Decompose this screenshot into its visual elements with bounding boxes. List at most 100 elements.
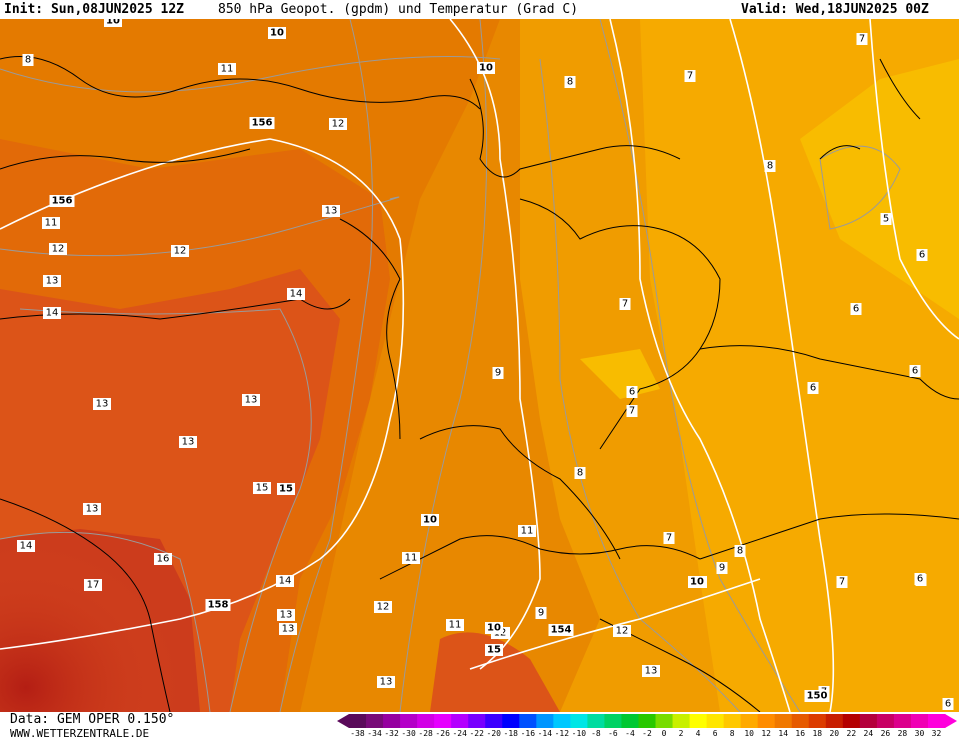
color-scale-swatch [808,714,827,728]
color-scale-swatch [417,714,435,728]
geopotential-value-label-text: 10 [487,623,501,634]
isotherm-value-label-text: 12 [377,602,390,613]
website-label: WWW.WETTERZENTRALE.DE [10,727,150,740]
color-scale-tick-label: 32 [931,729,942,738]
geopotential-value-label: 10 [477,62,495,74]
isotherm-value-label-text: 11 [45,218,58,229]
color-scale-tick-label: -32 [384,729,399,738]
geopotential-value-label: 10 [688,576,706,588]
isotherm-value-label-text: 13 [380,677,393,688]
geopotential-value-label-text: 10 [690,577,704,588]
isotherm-value-label: 12 [374,601,392,613]
isotherm-value-label-text: 14 [20,541,33,552]
isotherm-value-label-text: 9 [719,563,725,574]
isotherm-value-label-text: 12 [616,626,629,637]
color-scale-tick-label: -8 [591,729,601,738]
color-scale-swatch [536,714,554,728]
color-scale-swatch [570,714,588,728]
isotherm-value-label: 12 [613,625,631,637]
isotherm-value-label: 6 [807,382,819,394]
isotherms [0,19,901,712]
color-scale-swatch [927,714,946,728]
color-scale-tick-label: 6 [712,729,718,738]
isotherm-value-label: 11 [42,217,60,229]
geopotential-value-label-text: 10 [423,515,437,526]
isotherm-value-label: 14 [17,540,35,552]
color-scale-swatch [604,714,622,728]
color-scale-tick-label: -22 [469,729,484,738]
color-scale-tick-label: -20 [486,729,501,738]
map-canvas: 8 11 12 13 12 11 12 13 14 14 13 13 13 13 14 15 16 17 14 13 1… [0,19,959,712]
isotherm-value-label: 6 [916,249,928,261]
color-scale-swatch [451,714,469,728]
isotherm-value-label: 13 [93,398,111,410]
color-scale-swatch [859,714,878,728]
color-scale-swatch [366,714,384,728]
isotherm-value-label: 11 [518,525,536,537]
color-scale-tick-label: 10 [744,729,754,738]
color-scale-swatch [791,714,810,728]
isotherm-value-label-text: 13 [96,399,109,410]
color-scale-tick-label: 26 [880,729,891,738]
color-scale-tick-label: 14 [778,729,789,738]
color-scale-arrow-high [945,714,957,728]
color-scale-tick-label: -24 [452,729,467,738]
isotherm-value-label: 8 [22,54,34,66]
isotherm-value-label: 13 [179,436,197,448]
isotherm-value-label: 13 [279,623,297,635]
color-scale-swatch [587,714,605,728]
isotherm-value-label: 13 [277,609,295,621]
chart-header: Init: Sun,08JUN2025 12Z 850 hPa Geopot. … [0,0,959,19]
isotherm-value-label-text: 7 [687,71,693,82]
color-scale-tick-label: 8 [729,729,735,738]
color-scale-swatch [400,714,418,728]
color-scale-swatch [672,714,691,728]
isotherm-value-label: 6 [850,303,862,315]
geopotential-value-label: 154 [548,624,574,636]
isotherm-value-label: 9 [716,562,728,574]
geopotential-value-label: 156 [49,195,75,207]
isotherm-value-label: 8 [574,467,586,479]
isotherm-value-label: 6 [909,365,921,377]
isotherm-value-label: 13 [83,503,101,515]
geopotential-value-label-text: 15 [487,645,501,656]
color-scale-swatch [706,714,725,728]
isotherm-value-label-text: 7 [859,34,865,45]
isotherm-value-label: 13 [642,665,660,677]
isotherm-value-label: 13 [377,676,395,688]
geopotential-value-label-text: 10 [270,28,284,39]
isotherm-value-label-text: 8 [737,546,743,557]
isotherm-value-label-text: 12 [332,119,345,130]
isotherm-value-label: 15 [253,482,271,494]
temp-band-alps [430,632,560,712]
isotherm-value-label: 8 [564,76,576,88]
geopotential-value-label-text: 10 [479,63,493,74]
color-scale-swatch [383,714,401,728]
isotherm-value-label: 12 [329,118,347,130]
geopotential-value-label: 10 [485,622,503,634]
isotherm-value-label-text: 11 [221,64,234,75]
data-source-label: Data: GEM OPER 0.150° [10,712,175,727]
isotherm-value-label-text: 14 [290,289,303,300]
color-scale-swatch [502,714,520,728]
color-scale-swatch [468,714,486,728]
isotherm-value-label: 14 [43,307,61,319]
isotherm-value-label: 11 [402,552,420,564]
isotherm-value-label: 13 [322,205,340,217]
geopotential-value-label-text: 156 [52,196,73,207]
isotherm-value-label-text: 14 [46,308,59,319]
isotherm-value-label-text: 7 [666,533,672,544]
isotherm-value-label: 7 [836,576,848,588]
isotherm-value-label: 13 [43,275,61,287]
color-scale-tick-label: 0 [661,729,667,738]
isotherm-value-label-text: 12 [174,246,187,257]
geopotential-value-label: 15 [485,644,503,656]
color-scale-swatch [553,714,571,728]
isotherm-value-label-text: 9 [495,368,501,379]
isotherm-value-label: 16 [154,553,172,565]
isotherm-value-label: 9 [535,607,547,619]
isotherm-value-label: 9 [492,367,504,379]
color-scale-tick-label: -10 [571,729,587,738]
geopotential-value-label: 156 [249,117,275,129]
isotherm-value-label-text: 15 [256,483,269,494]
